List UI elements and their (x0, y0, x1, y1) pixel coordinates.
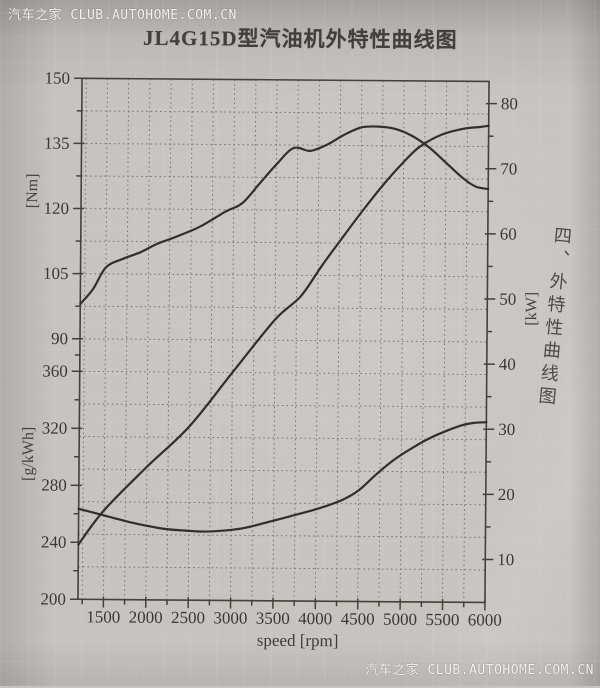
fuel-consumption-curve (78, 419, 486, 534)
watermark-top-left: 汽车之家 CLUB.AUTOHOME.COM.CN (8, 4, 237, 23)
grid-line-horizontal (79, 469, 486, 472)
grid-line-horizontal (81, 209, 488, 212)
grid-line-horizontal (78, 534, 485, 537)
grid-line-horizontal (79, 436, 486, 439)
x-axis-tick-label: 2000 (129, 608, 163, 627)
grid-line-horizontal (81, 274, 488, 277)
y-axis-tick-label: 280 (41, 476, 67, 495)
grid-line-horizontal (81, 176, 488, 179)
y-axis-tick-label: 320 (42, 419, 68, 438)
right-axis-tick-label: 80 (501, 94, 518, 113)
y-axis-tick-label: 200 (40, 589, 66, 608)
x-axis-tick-label: 3500 (256, 609, 290, 628)
y-axis-tick-label: 120 (43, 199, 69, 218)
right-axis-tick-label: 20 (498, 485, 515, 504)
x-axis-tick-label: 2500 (171, 608, 205, 627)
grid-line-horizontal (79, 404, 486, 407)
x-axis-title: speed [rpm] (148, 630, 448, 652)
y-axis-tick-label: 240 (41, 532, 67, 551)
torque-curve (80, 124, 488, 307)
x-axis-tick-label: 5500 (425, 610, 459, 629)
right-axis-tick-label: 70 (500, 159, 517, 178)
x-axis-tick-label: 3000 (213, 608, 247, 627)
right-axis-tick-label: 60 (500, 224, 517, 243)
right-axis-tick-label: 10 (497, 550, 514, 569)
x-axis-tick-label: 5000 (383, 610, 417, 629)
grid-line-horizontal (79, 502, 486, 505)
y-axis-tick-label: 90 (51, 329, 68, 348)
bsfc-axis-unit-label: [g/kWh] (20, 427, 38, 481)
grid-line-horizontal (80, 306, 487, 309)
grid-line-horizontal (81, 241, 488, 244)
power-axis-unit-label: [kW] (523, 292, 541, 326)
y-axis-tick-label: 135 (44, 134, 70, 153)
x-axis-tick-label: 4500 (341, 609, 375, 628)
grid-line-horizontal (80, 371, 487, 374)
torque-axis-unit-label: [Nm] (24, 174, 42, 209)
y-axis-tick-label: 105 (43, 264, 69, 283)
x-axis-tick-label: 1500 (86, 607, 120, 626)
x-axis-tick-label: 6000 (468, 610, 502, 629)
grid-line-horizontal (78, 567, 485, 570)
right-axis-tick-label: 30 (498, 420, 515, 439)
x-axis-tick-label: 4000 (298, 609, 332, 628)
right-axis-tick-label: 40 (499, 355, 516, 374)
watermark-bottom-right: 汽车之家 CLUB.AUTOHOME.COM.CN (365, 659, 594, 678)
y-axis-tick-label: 150 (44, 68, 70, 87)
grid-line-horizontal (80, 339, 487, 342)
right-axis-tick-label: 50 (499, 290, 516, 309)
grid-line-horizontal (82, 111, 489, 114)
y-axis-tick-label: 360 (42, 362, 68, 381)
power-curve (78, 123, 488, 548)
